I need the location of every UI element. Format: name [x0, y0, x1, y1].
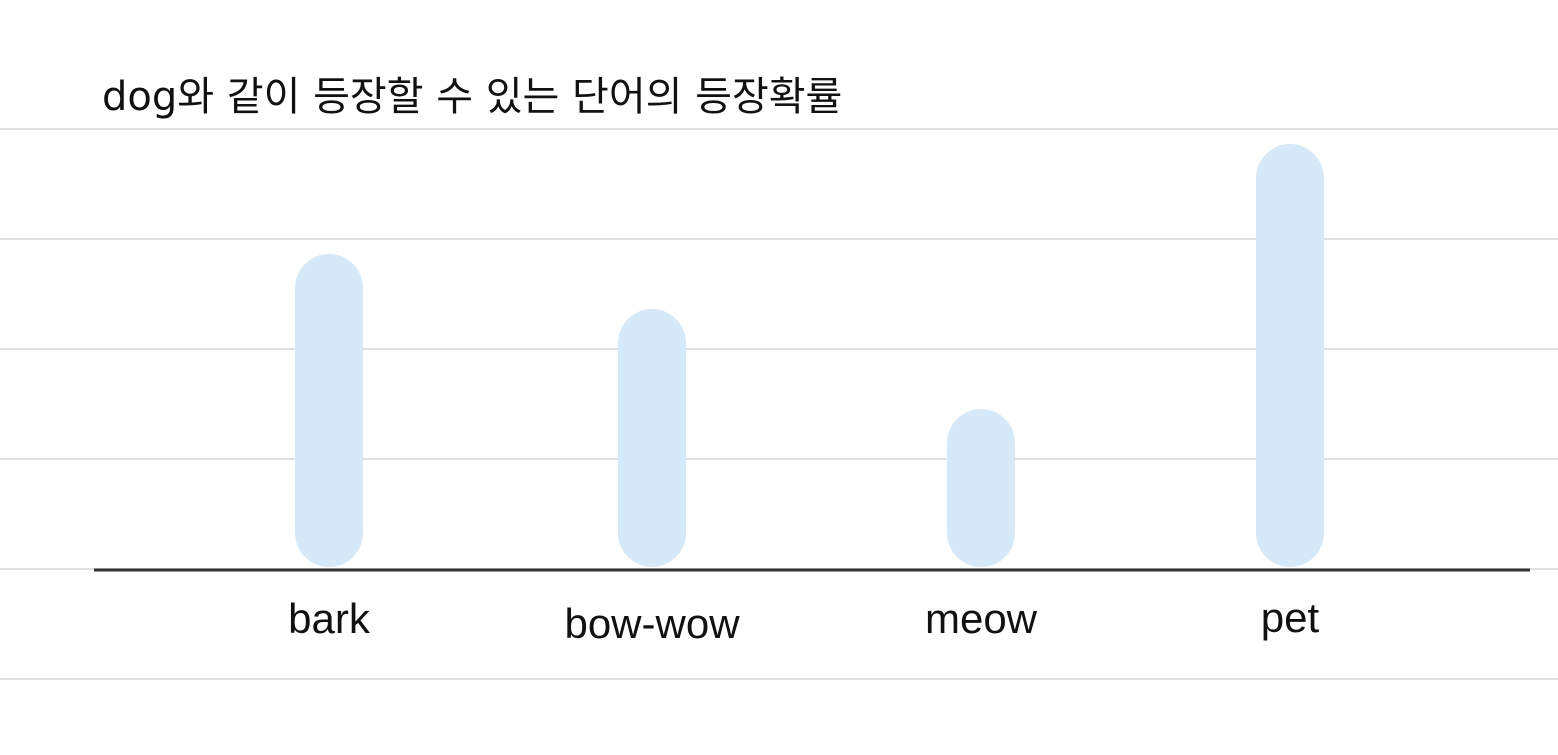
gridlines [0, 129, 1558, 679]
bar-bow-wow [618, 309, 686, 567]
x-tick-label: bow-wow [564, 600, 740, 647]
bar-meow [947, 409, 1015, 567]
x-tick-label: pet [1261, 594, 1320, 641]
chart-title: dog와 같이 등장할 수 있는 단어의 등장확률 [102, 74, 842, 120]
x-tick-label: meow [925, 595, 1038, 642]
bar-pet [1256, 144, 1324, 567]
x-tick-labels: bark bow-wow meow pet [288, 594, 1319, 647]
bar-bark [295, 254, 363, 567]
x-tick-label: bark [288, 595, 371, 642]
bars [295, 144, 1324, 567]
